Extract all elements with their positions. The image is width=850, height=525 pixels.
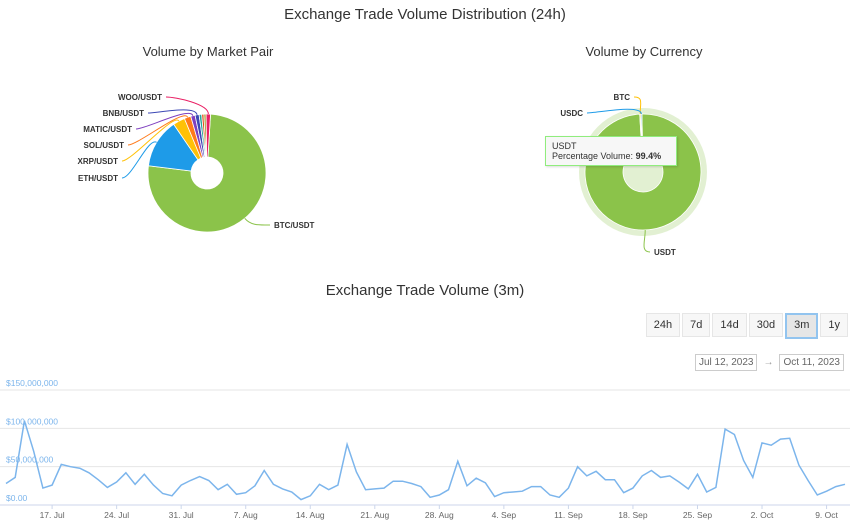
- pie-connector: [586, 108, 642, 115]
- pie-label: BTC/USDT: [274, 221, 315, 230]
- pie-charts: BTC/USDT ETH/USDT XRP/USDT SOL/USDT MATIC/US…: [78, 93, 707, 257]
- pie-connector: [147, 109, 198, 116]
- pie-label: XRP/USDT: [78, 157, 119, 166]
- volume-line-chart[interactable]: $0.00 $50,000,000 $100,000,000 $150,000,000…: [0, 378, 850, 525]
- tooltip-label: Percentage Volume:: [552, 151, 634, 161]
- date-arrow-icon: →: [763, 357, 774, 368]
- pie-connector: [121, 141, 157, 179]
- pair-chart-title: Volume by Market Pair: [142, 44, 274, 59]
- range-button-3m[interactable]: 3m: [785, 313, 819, 339]
- x-tick-label: 11. Sep: [554, 510, 583, 520]
- date-from-input[interactable]: Jul 12, 2023: [694, 354, 758, 371]
- pie-label: SOL/USDT: [84, 141, 125, 150]
- pie-connector: [165, 96, 209, 115]
- x-tick-label: 7. Aug: [234, 510, 258, 520]
- pie-connector: [127, 115, 189, 146]
- date-range: Jul 12, 2023 → Oct 11, 2023: [694, 354, 844, 371]
- x-tick-label: 18. Sep: [618, 510, 648, 520]
- range-button-30d[interactable]: 30d: [748, 313, 784, 337]
- date-to-input[interactable]: Oct 11, 2023: [779, 354, 844, 371]
- range-selector: 24h 7d 14d 30d 3m 1y: [644, 313, 848, 339]
- range-button-1y[interactable]: 1y: [820, 313, 848, 337]
- page-title: Exchange Trade Volume Distribution (24h): [284, 6, 566, 23]
- pie-slice-woo-usdt[interactable]: [205, 113, 211, 158]
- pie-label: USDC: [560, 109, 583, 118]
- x-tick-label: 21. Aug: [360, 510, 389, 520]
- pie-label: BTC: [614, 93, 631, 102]
- y-tick-label: $0.00: [6, 493, 28, 503]
- currency-pie-chart[interactable]: USDT BTC USDC: [560, 93, 707, 257]
- pair-pie-chart[interactable]: BTC/USDT ETH/USDT XRP/USDT SOL/USDT MATIC/US…: [78, 93, 315, 233]
- tooltip-value: 99.4%: [635, 151, 662, 161]
- pie-connector: [244, 218, 271, 226]
- range-button-24h[interactable]: 24h: [645, 313, 681, 337]
- volume-chart-title: Exchange Trade Volume (3m): [325, 282, 525, 299]
- currency-chart-title: Volume by Currency: [585, 44, 703, 59]
- x-tick-label: 4. Sep: [492, 510, 517, 520]
- x-tick-label: 31. Jul: [169, 510, 194, 520]
- pie-label: MATIC/USDT: [83, 125, 132, 134]
- x-tick-label: 9. Oct: [815, 510, 838, 520]
- x-tick-label: 24. Jul: [104, 510, 129, 520]
- x-tick-label: 25. Sep: [683, 510, 713, 520]
- pie-label: USDT: [654, 248, 676, 257]
- x-tick-label: 17. Jul: [40, 510, 65, 520]
- pie-connector: [121, 119, 180, 162]
- pie-label: BNB/USDT: [103, 109, 144, 118]
- pie-tooltip: USDT Percentage Volume: 99.4%: [545, 136, 677, 166]
- range-button-14d[interactable]: 14d: [712, 313, 747, 337]
- y-tick-label: $150,000,000: [6, 378, 58, 388]
- pie-label: ETH/USDT: [78, 174, 118, 183]
- pie-connector: [135, 112, 194, 130]
- x-tick-label: 2. Oct: [751, 510, 774, 520]
- tooltip-name: USDT: [552, 141, 577, 151]
- x-tick-label: 28. Aug: [425, 510, 454, 520]
- pie-label: WOO/USDT: [118, 93, 162, 102]
- volume-series-line[interactable]: [5, 420, 846, 501]
- pie-slice-btc-usdt[interactable]: [147, 113, 267, 233]
- x-tick-label: 14. Aug: [296, 510, 325, 520]
- y-tick-label: $100,000,000: [6, 416, 58, 426]
- y-tick-label: $50,000,000: [6, 455, 54, 465]
- pie-connector: [643, 229, 651, 253]
- range-button-7d[interactable]: 7d: [682, 313, 711, 337]
